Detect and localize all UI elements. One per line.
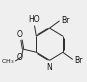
Text: Br: Br <box>75 56 83 65</box>
Text: O: O <box>16 30 22 39</box>
Text: HO: HO <box>28 15 40 24</box>
Text: CH$_3$: CH$_3$ <box>1 57 15 66</box>
Text: N: N <box>47 63 52 72</box>
Text: Br: Br <box>62 16 70 25</box>
Text: O: O <box>17 53 23 62</box>
